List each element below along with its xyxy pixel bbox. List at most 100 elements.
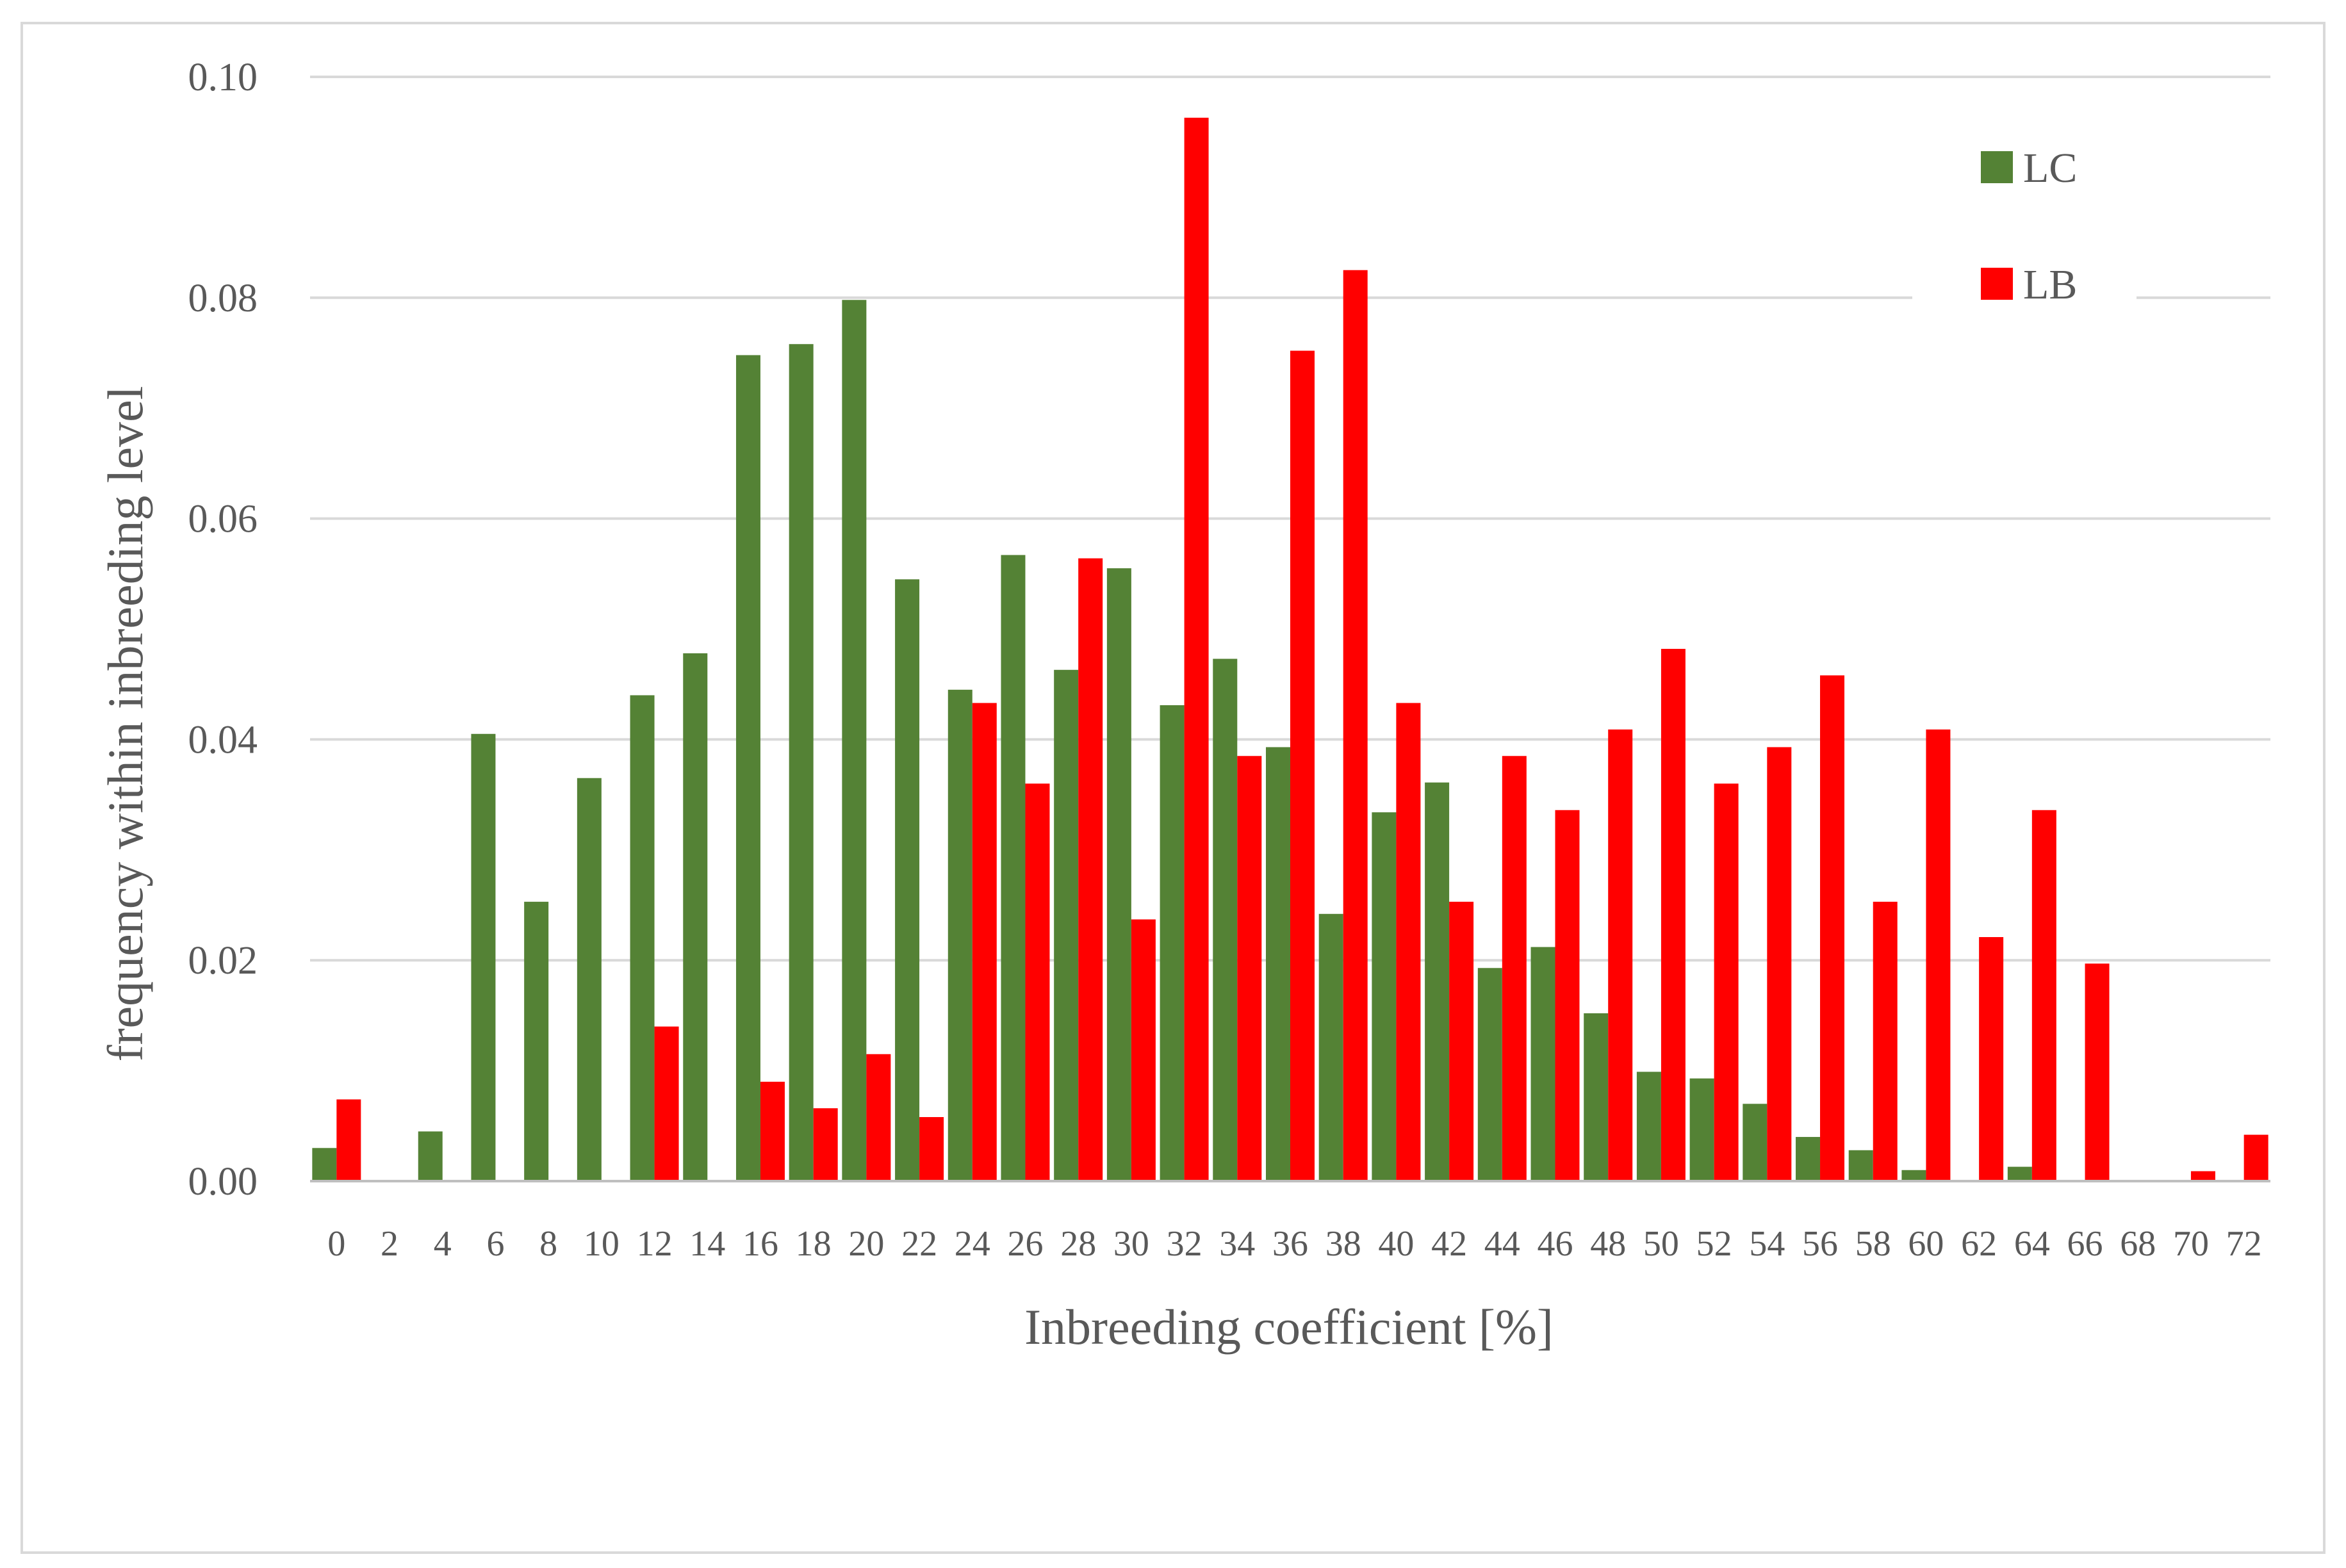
bar-lc-6 xyxy=(471,733,496,1181)
bar-lc-30 xyxy=(1106,568,1131,1181)
x-tick-label: 16 xyxy=(742,1224,778,1264)
x-tick-label: 14 xyxy=(689,1224,725,1264)
x-tick-label: 48 xyxy=(1590,1224,1626,1264)
bar-lb-34 xyxy=(1237,756,1262,1181)
bar-lb-28 xyxy=(1078,558,1103,1181)
bar-lc-40 xyxy=(1372,812,1397,1181)
x-tick-label: 4 xyxy=(434,1224,452,1264)
bar-lc-52 xyxy=(1689,1078,1714,1181)
bar-lc-32 xyxy=(1160,705,1185,1181)
legend-background xyxy=(1912,128,2137,333)
x-tick-label: 38 xyxy=(1325,1224,1361,1264)
bar-lc-60 xyxy=(1901,1170,1926,1181)
bar-lc-48 xyxy=(1584,1013,1609,1181)
x-tick-label: 12 xyxy=(637,1224,673,1264)
x-tick-label: 6 xyxy=(486,1224,504,1264)
bar-lc-20 xyxy=(842,300,867,1181)
x-tick-label: 36 xyxy=(1272,1224,1308,1264)
bar-lc-56 xyxy=(1796,1137,1821,1181)
x-tick-label: 22 xyxy=(901,1224,937,1264)
bar-lb-60 xyxy=(1926,729,1951,1181)
bar-lc-54 xyxy=(1743,1104,1768,1181)
legend-label-lb: LB xyxy=(2023,261,2077,308)
bar-lc-14 xyxy=(683,653,708,1181)
x-tick-label: 52 xyxy=(1696,1224,1732,1264)
x-tick-label: 30 xyxy=(1113,1224,1149,1264)
x-tick-label: 40 xyxy=(1378,1224,1414,1264)
bar-lb-54 xyxy=(1767,747,1792,1181)
bars xyxy=(312,117,2268,1182)
x-tick-label: 70 xyxy=(2173,1224,2209,1264)
y-axis-title: frequency within inbreeding level xyxy=(97,386,153,1062)
x-tick-label: 68 xyxy=(2120,1224,2156,1264)
x-tick-label: 32 xyxy=(1167,1224,1202,1264)
bar-lb-52 xyxy=(1714,783,1739,1181)
bar-lc-28 xyxy=(1054,669,1079,1181)
bar-lc-34 xyxy=(1213,658,1238,1181)
bar-lb-64 xyxy=(2031,810,2056,1181)
y-tick-label: 0.02 xyxy=(188,939,258,983)
x-tick-label: 34 xyxy=(1219,1224,1255,1264)
x-tick-label: 0 xyxy=(327,1224,345,1264)
bar-lb-20 xyxy=(866,1054,891,1181)
legend-item-lb: LB xyxy=(1981,261,2077,308)
bar-lb-12 xyxy=(654,1026,679,1181)
x-tick-label: 72 xyxy=(2226,1224,2262,1264)
bar-lc-58 xyxy=(1848,1150,1873,1181)
legend: LC LB xyxy=(1912,128,2137,333)
x-tick-label: 2 xyxy=(381,1224,398,1264)
bar-lc-50 xyxy=(1636,1072,1661,1181)
y-tick-label: 0.00 xyxy=(188,1160,258,1204)
x-tick-label: 66 xyxy=(2067,1224,2103,1264)
x-tick-label: 56 xyxy=(1802,1224,1838,1264)
y-axis-ticks: 0.00 0.02 0.04 0.06 0.08 0.10 xyxy=(188,56,258,1204)
x-tick-label: 58 xyxy=(1855,1224,1891,1264)
bar-lc-46 xyxy=(1530,947,1555,1181)
x-tick-label: 28 xyxy=(1060,1224,1096,1264)
bar-lc-64 xyxy=(2007,1166,2032,1181)
x-tick-label: 10 xyxy=(584,1224,619,1264)
bar-lc-36 xyxy=(1266,747,1290,1181)
x-tick-label: 26 xyxy=(1007,1224,1043,1264)
y-tick-label: 0.06 xyxy=(188,498,258,541)
bar-lb-48 xyxy=(1608,729,1633,1181)
bar-lc-0 xyxy=(312,1148,337,1181)
x-tick-label: 60 xyxy=(1908,1224,1944,1264)
bar-lb-66 xyxy=(2085,963,2110,1181)
bar-lb-38 xyxy=(1343,270,1368,1182)
bar-lc-44 xyxy=(1477,968,1502,1181)
bar-lc-24 xyxy=(947,689,972,1181)
bar-lc-38 xyxy=(1318,913,1343,1181)
bar-lb-72 xyxy=(2243,1134,2268,1181)
bar-lb-32 xyxy=(1184,117,1209,1182)
y-tick-label: 0.08 xyxy=(188,277,258,320)
bar-lb-16 xyxy=(760,1081,785,1181)
x-tick-label: 20 xyxy=(848,1224,884,1264)
bar-lb-26 xyxy=(1025,783,1050,1181)
bar-lb-40 xyxy=(1396,703,1421,1181)
x-tick-label: 42 xyxy=(1431,1224,1467,1264)
x-tick-label: 54 xyxy=(1749,1224,1785,1264)
x-tick-label: 18 xyxy=(796,1224,832,1264)
bar-lc-18 xyxy=(789,344,814,1181)
bar-lb-50 xyxy=(1661,649,1686,1181)
bar-lb-0 xyxy=(336,1099,361,1181)
legend-item-lc: LC xyxy=(1981,145,2077,192)
bar-lb-58 xyxy=(1873,901,1898,1181)
bar-lc-22 xyxy=(895,579,920,1181)
bar-lb-22 xyxy=(919,1117,944,1181)
x-tick-label: 50 xyxy=(1643,1224,1679,1264)
bar-lc-10 xyxy=(577,778,602,1181)
y-tick-label: 0.10 xyxy=(188,56,258,99)
x-axis-ticks: 0 2 4 6 8 10 12 14 16 18 20 22 24 26 28 30 32 34 36 38 40 42 4… xyxy=(327,1224,2261,1264)
bar-lc-16 xyxy=(735,355,760,1181)
bar-lb-30 xyxy=(1131,919,1156,1181)
x-tick-label: 44 xyxy=(1484,1224,1520,1264)
legend-label-lc: LC xyxy=(2023,145,2077,192)
bar-lb-18 xyxy=(813,1108,838,1181)
x-tick-label: 64 xyxy=(2014,1224,2050,1264)
x-tick-label: 62 xyxy=(1961,1224,1997,1264)
x-tick-label: 46 xyxy=(1538,1224,1573,1264)
bar-lc-42 xyxy=(1425,782,1450,1181)
